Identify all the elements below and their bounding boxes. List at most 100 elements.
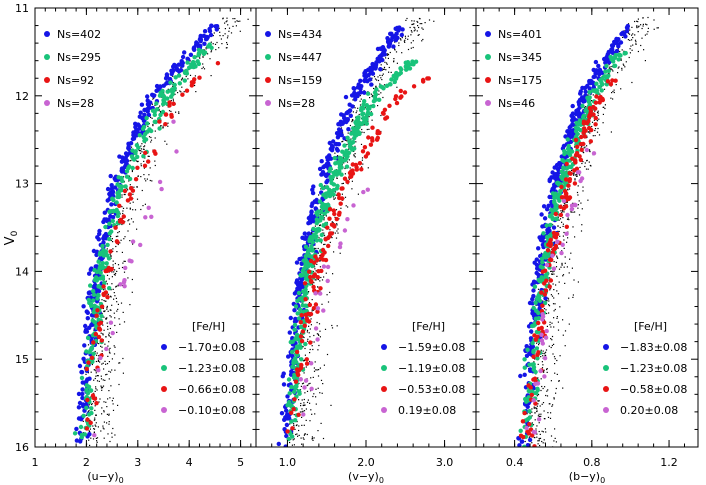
member-star: [315, 309, 320, 314]
field-star: [319, 330, 321, 332]
field-star: [524, 440, 526, 443]
feh-legend-label: −0.10±0.08: [178, 404, 245, 417]
member-star: [347, 108, 352, 114]
member-star: [536, 326, 542, 331]
field-star: [180, 66, 182, 69]
member-star: [113, 225, 118, 230]
member-star: [84, 379, 89, 384]
member-star: [528, 367, 533, 372]
member-star: [317, 227, 322, 232]
field-star: [336, 224, 338, 226]
member-star: [296, 280, 301, 285]
field-star: [556, 256, 558, 258]
member-star: [361, 189, 366, 195]
member-star: [302, 236, 307, 241]
field-star: [294, 428, 296, 430]
field-star: [534, 412, 536, 414]
field-star: [623, 64, 625, 66]
field-star: [529, 413, 531, 415]
field-star: [366, 128, 368, 131]
member-star: [355, 85, 361, 90]
field-star: [123, 181, 125, 183]
member-star: [568, 171, 573, 176]
field-star: [235, 25, 237, 27]
member-star: [574, 166, 580, 171]
member-star: [285, 403, 290, 408]
member-star: [282, 417, 287, 422]
member-star: [583, 89, 588, 95]
member-star: [127, 176, 133, 182]
field-star: [144, 157, 146, 159]
member-star: [399, 32, 404, 38]
field-star: [311, 283, 313, 285]
field-star: [335, 194, 337, 196]
field-star: [337, 228, 339, 230]
member-star: [84, 388, 89, 394]
field-star: [298, 399, 300, 401]
field-star: [613, 91, 615, 94]
field-star: [199, 57, 201, 59]
field-star: [127, 277, 129, 279]
member-star: [594, 88, 600, 93]
field-star: [85, 414, 87, 416]
legend-count-marker: [44, 54, 50, 60]
field-star: [422, 38, 424, 41]
field-star: [314, 279, 316, 281]
field-star: [114, 295, 116, 297]
field-star: [300, 405, 302, 407]
field-star: [160, 125, 162, 127]
member-star: [533, 300, 538, 305]
field-star: [418, 34, 420, 36]
field-star: [629, 52, 631, 54]
member-star: [535, 352, 540, 357]
field-star: [405, 19, 407, 21]
field-star: [322, 437, 325, 440]
field-star: [343, 162, 345, 164]
field-star: [168, 110, 171, 112]
feh-legend-label: −0.53±0.08: [398, 383, 465, 396]
field-star: [617, 47, 619, 50]
field-star: [152, 98, 154, 100]
member-star: [298, 324, 304, 329]
member-star: [323, 192, 329, 197]
member-star: [176, 62, 182, 67]
field-star: [552, 283, 554, 285]
member-star: [331, 187, 336, 193]
member-star: [163, 112, 169, 117]
feh-legend-marker: [381, 365, 387, 371]
field-star: [554, 308, 556, 311]
field-star: [571, 267, 573, 269]
feh-legend-label: −1.23±0.08: [178, 362, 245, 375]
field-star: [302, 404, 305, 407]
field-star: [92, 401, 95, 403]
field-star: [102, 385, 105, 387]
field-star: [313, 393, 315, 395]
member-star: [562, 149, 567, 154]
member-star: [329, 180, 334, 186]
field-star: [385, 69, 387, 71]
member-star: [295, 344, 300, 349]
member-star: [121, 214, 127, 219]
field-star: [306, 331, 308, 333]
field-star: [553, 273, 555, 275]
field-star: [93, 392, 95, 394]
field-star: [331, 237, 333, 239]
member-star: [582, 98, 587, 104]
field-star: [92, 425, 94, 427]
field-star: [563, 266, 565, 268]
member-star: [593, 100, 599, 105]
field-star: [416, 30, 418, 32]
member-star: [318, 286, 323, 291]
member-star: [107, 236, 112, 242]
member-star: [293, 304, 299, 309]
y-tick-label: 12: [15, 90, 29, 103]
member-star: [110, 330, 115, 336]
legend-count-marker: [265, 54, 271, 60]
member-star: [367, 104, 372, 110]
member-star: [116, 190, 121, 196]
field-star: [368, 128, 370, 130]
member-star: [152, 112, 157, 118]
field-star: [582, 186, 584, 188]
field-star: [313, 367, 315, 369]
field-star: [542, 364, 544, 366]
